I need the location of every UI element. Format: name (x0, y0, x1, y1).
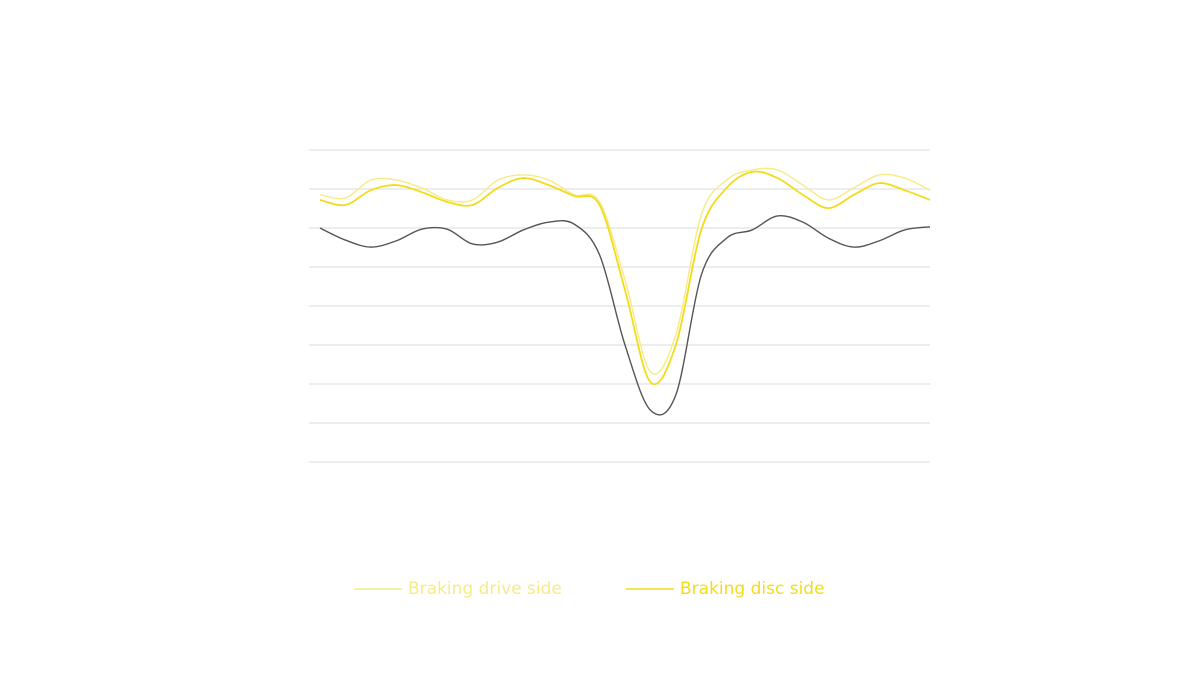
series-line (319, 167, 931, 375)
series-line (319, 214, 931, 416)
series-line (319, 170, 931, 386)
legend-label: Braking drive side (408, 579, 562, 599)
legend-label: Braking disc side (680, 579, 825, 599)
